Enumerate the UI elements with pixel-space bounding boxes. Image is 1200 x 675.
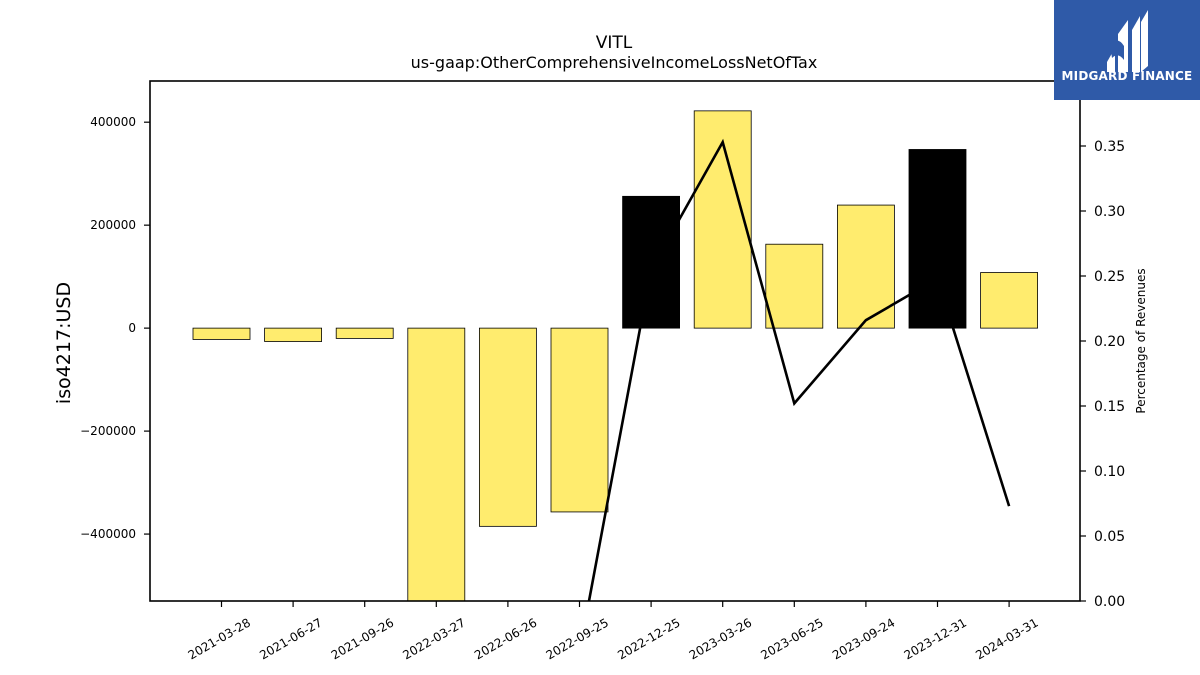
bar — [550, 327, 609, 513]
plot-marks — [192, 110, 1038, 601]
bar — [765, 243, 824, 329]
y-tick-label: 200000 — [90, 218, 136, 232]
bar — [407, 327, 466, 601]
chart-subtitle: us-gaap:OtherComprehensiveIncomeLossNetO… — [411, 53, 818, 72]
bar — [622, 195, 680, 329]
y2-tick-label: 0.00 — [1094, 594, 1125, 610]
y-tick-label: −200000 — [80, 424, 136, 438]
bar — [264, 327, 323, 342]
logo-mark-icon — [1107, 10, 1148, 72]
bar — [335, 327, 394, 339]
bar — [693, 110, 752, 329]
chart-title: VITL — [596, 33, 633, 53]
y-axis-label: iso4217:USD — [53, 282, 75, 404]
y2-axis-label: Percentage of Revenues — [1134, 268, 1148, 413]
plot-area: −400000 −200000 0 200000 400000 0.00 0.05 0.10 0… — [80, 80, 1125, 662]
x-tick-label: 2022-03-27 — [400, 615, 467, 662]
y2-tick-label: 0.05 — [1094, 529, 1125, 545]
bar — [478, 327, 537, 527]
x-tick-label: 2022-06-26 — [472, 615, 539, 662]
x-tick-label: 2023-03-26 — [687, 615, 754, 662]
bar — [192, 327, 251, 340]
bar — [837, 204, 895, 329]
x-tick-label: 2024-03-31 — [973, 615, 1040, 662]
x-tick-label: 2022-09-25 — [544, 615, 611, 662]
y-tick-label: −400000 — [80, 527, 136, 541]
y-tick-label: 400000 — [90, 115, 136, 129]
y-tick-label: 0 — [128, 321, 136, 335]
x-tick-label: 2023-06-25 — [758, 615, 825, 662]
bar — [908, 149, 967, 329]
x-tick-label: 2021-09-26 — [329, 615, 396, 662]
x-tick-label: 2022-12-25 — [615, 615, 682, 662]
y2-tick-label: 0.10 — [1094, 464, 1125, 480]
line-series — [587, 138, 1011, 601]
y2-tick-label: 0.35 — [1094, 139, 1125, 155]
x-tick-label: 2021-06-27 — [257, 615, 324, 662]
x-tick-label: 2023-12-31 — [902, 615, 969, 662]
y2-tick-label: 0.30 — [1094, 204, 1125, 220]
x-tick-label: 2023-09-24 — [830, 615, 897, 662]
y2-tick-label: 0.20 — [1094, 334, 1125, 350]
y2-tick-label: 0.25 — [1094, 269, 1125, 285]
bar — [980, 272, 1038, 329]
y2-tick-label: 0.15 — [1094, 399, 1125, 415]
logo-text: MIDGARD FINANCE — [1061, 69, 1193, 83]
brand-logo: MIDGARD FINANCE — [1054, 0, 1200, 100]
x-tick-label: 2021-03-28 — [186, 615, 253, 662]
